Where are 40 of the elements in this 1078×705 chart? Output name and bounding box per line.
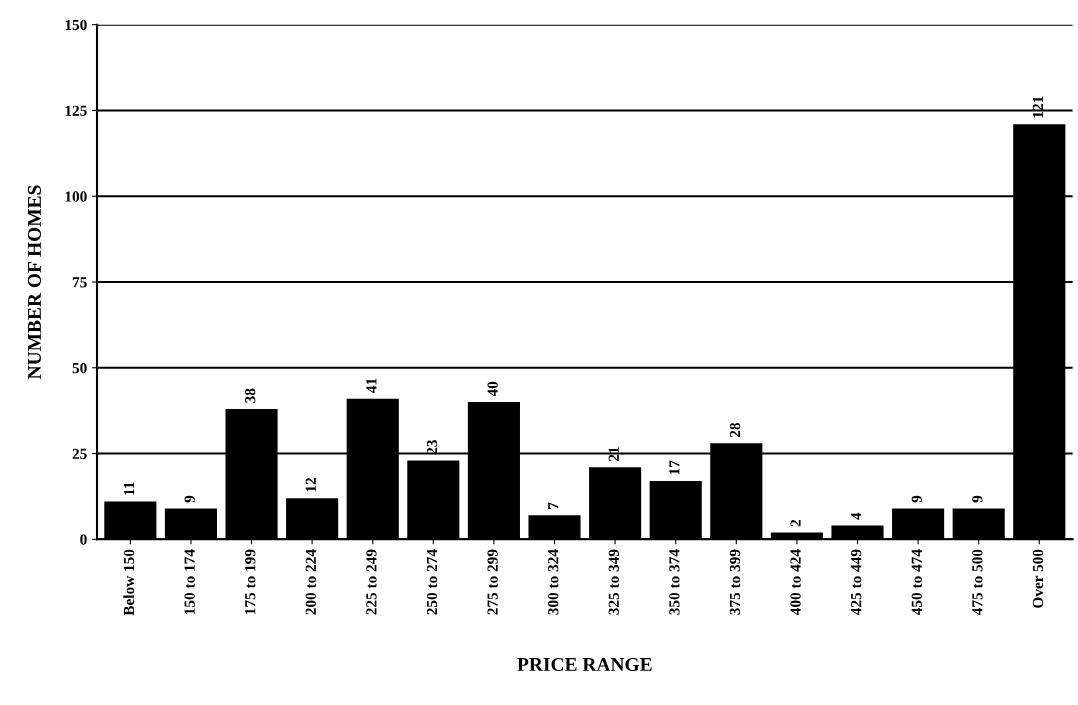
x-tick-label: 350 to 374 <box>669 549 680 615</box>
x-tick-label: 375 to 399 <box>729 549 741 615</box>
x-tick-label: 175 to 199 <box>245 549 256 615</box>
x-tick-label: 200 to 224 <box>305 549 316 615</box>
data-label: 121 <box>1032 96 1043 118</box>
y-axis-title: NUMBER OF HOMES <box>27 185 41 380</box>
x-tick-label: 325 to 349 <box>608 549 619 615</box>
x-tick-label: 250 to 274 <box>426 549 438 615</box>
data-label: 21 <box>608 447 619 462</box>
data-label: 28 <box>729 422 741 438</box>
data-label: 9 <box>911 495 922 503</box>
y-tick-label: 150 <box>65 19 87 31</box>
data-label: 9 <box>972 495 983 503</box>
data-label: 2 <box>790 519 801 527</box>
x-tick-label: 475 to 500 <box>972 549 983 616</box>
data-label: 4 <box>851 512 862 520</box>
y-tick-label: 75 <box>72 277 87 288</box>
x-tick-label: 150 to 174 <box>184 549 195 615</box>
y-tick-label: 50 <box>72 362 87 374</box>
x-tick-label: Over 500 <box>1032 549 1044 608</box>
data-label: 38 <box>245 388 256 403</box>
y-tick-label: 25 <box>72 448 87 459</box>
x-tick-label: 225 to 249 <box>366 549 377 615</box>
data-label: 12 <box>305 477 316 492</box>
x-tick-label: 450 to 474 <box>911 549 922 616</box>
y-tick-label: 125 <box>65 105 87 116</box>
data-label: 9 <box>184 495 195 503</box>
x-tick-label: 425 to 449 <box>851 549 862 616</box>
y-tick-label: 100 <box>65 191 87 202</box>
x-tick-label: 400 to 424 <box>790 549 801 616</box>
data-label: 17 <box>669 460 680 475</box>
data-label: 40 <box>487 381 498 397</box>
data-label: 11 <box>123 482 135 495</box>
x-tick-label: 275 to 299 <box>487 549 498 615</box>
x-tick-label: 300 to 324 <box>548 549 559 615</box>
x-tick-label: Below 150 <box>123 549 135 616</box>
data-label: 7 <box>548 502 559 509</box>
y-tick-label: 0 <box>80 534 87 545</box>
data-label: 41 <box>366 378 377 393</box>
x-axis-title: PRICE RANGE <box>517 657 652 672</box>
